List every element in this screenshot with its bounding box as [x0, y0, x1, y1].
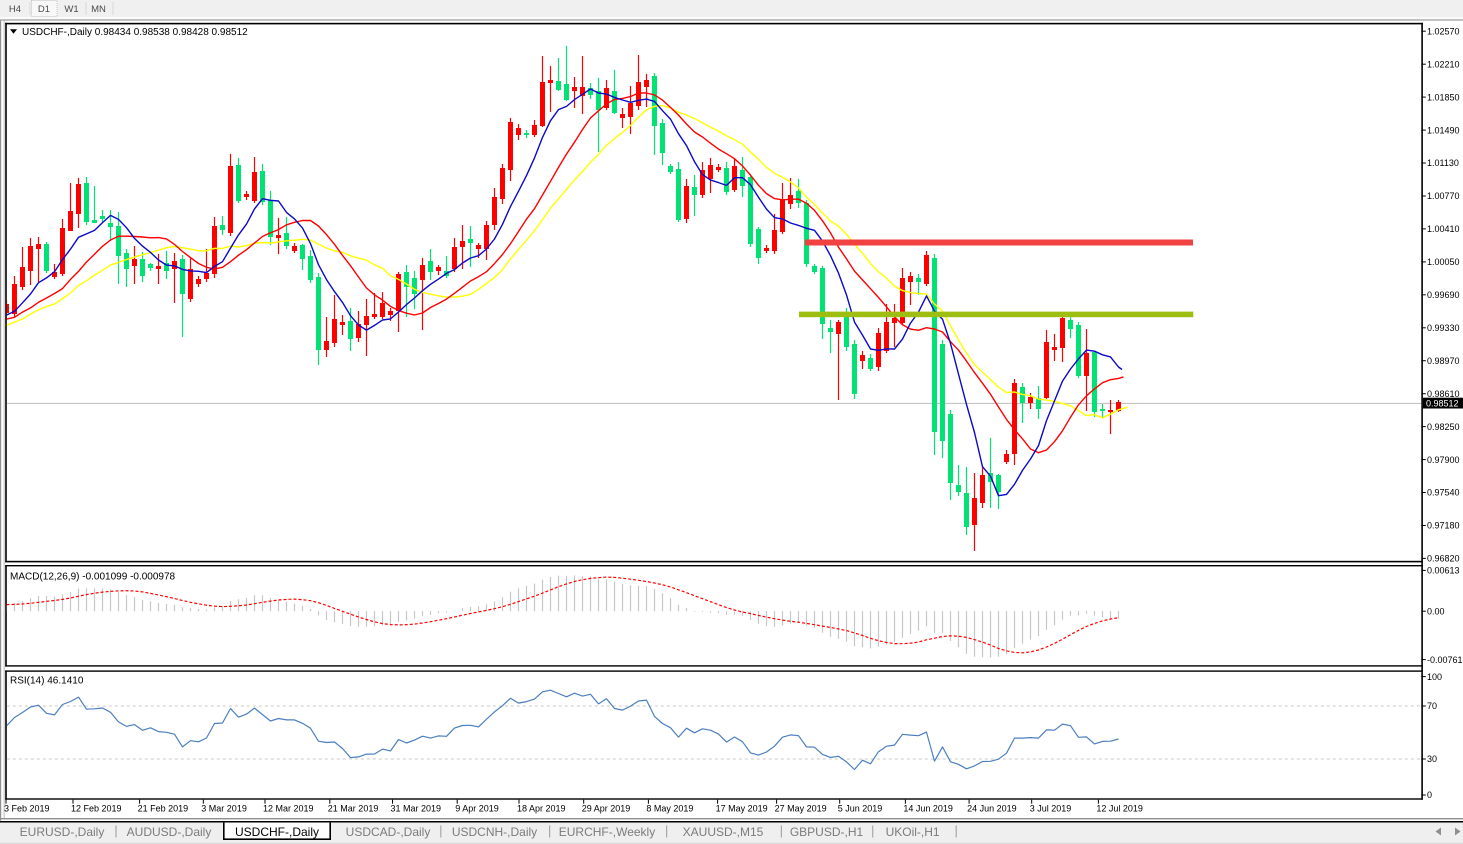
svg-text:0: 0 — [1427, 790, 1432, 800]
svg-text:17 May 2019: 17 May 2019 — [716, 804, 768, 814]
svg-text:1.01490: 1.01490 — [1427, 125, 1460, 135]
svg-text:3 Feb 2019: 3 Feb 2019 — [4, 804, 50, 814]
svg-text:12 Feb 2019: 12 Feb 2019 — [71, 804, 122, 814]
svg-text:5 Jun 2019: 5 Jun 2019 — [838, 804, 883, 814]
svg-text:USDCNH-,Daily: USDCNH-,Daily — [452, 825, 537, 839]
svg-text:0.97180: 0.97180 — [1427, 521, 1460, 531]
svg-text:GBPUSD-,H1: GBPUSD-,H1 — [790, 825, 864, 839]
svg-text:9 Apr 2019: 9 Apr 2019 — [455, 804, 499, 814]
svg-text:USDCHF-,Daily 0.98434 0.98538: USDCHF-,Daily 0.98434 0.98538 0.98428 0.… — [22, 27, 248, 38]
svg-text:XAUUSD-,M15: XAUUSD-,M15 — [683, 825, 764, 839]
svg-text:0.00613: 0.00613 — [1427, 566, 1460, 576]
svg-text:18 Apr 2019: 18 Apr 2019 — [517, 804, 566, 814]
svg-text:24 Jun 2019: 24 Jun 2019 — [967, 804, 1017, 814]
svg-text:12 Jul 2019: 12 Jul 2019 — [1096, 804, 1143, 814]
svg-text:1.01850: 1.01850 — [1427, 92, 1460, 102]
svg-text:1.00410: 1.00410 — [1427, 224, 1460, 234]
svg-text:EURCHF-,Weekly: EURCHF-,Weekly — [559, 825, 655, 839]
svg-text:0.99690: 0.99690 — [1427, 290, 1460, 300]
svg-text:0.97540: 0.97540 — [1427, 488, 1460, 498]
svg-text:RSI(14) 46.1410: RSI(14) 46.1410 — [10, 676, 84, 687]
svg-text:1.01130: 1.01130 — [1427, 158, 1459, 168]
svg-text:0.99330: 0.99330 — [1427, 323, 1460, 333]
svg-text:27 May 2019: 27 May 2019 — [775, 804, 827, 814]
svg-text:31 Mar 2019: 31 Mar 2019 — [391, 804, 442, 814]
svg-text:0.98250: 0.98250 — [1427, 422, 1460, 432]
svg-text:21 Feb 2019: 21 Feb 2019 — [138, 804, 189, 814]
svg-text:0.97900: 0.97900 — [1427, 455, 1460, 465]
svg-text:0.98970: 0.98970 — [1427, 356, 1460, 366]
svg-text:AUDUSD-,Daily: AUDUSD-,Daily — [127, 825, 212, 839]
svg-text:1.00050: 1.00050 — [1427, 257, 1460, 267]
svg-text:MACD(12,26,9) -0.001099 -0.000: MACD(12,26,9) -0.001099 -0.000978 — [10, 572, 176, 583]
svg-text:3 Mar 2019: 3 Mar 2019 — [201, 804, 247, 814]
svg-text:UKOil-,H1: UKOil-,H1 — [886, 825, 940, 839]
svg-text:14 Jun 2019: 14 Jun 2019 — [903, 804, 953, 814]
svg-text:1.00770: 1.00770 — [1427, 191, 1460, 201]
svg-text:0.98512: 0.98512 — [1426, 398, 1459, 408]
svg-text:8 May 2019: 8 May 2019 — [646, 804, 693, 814]
svg-text:100: 100 — [1427, 672, 1442, 682]
svg-text:USDCHF-,Daily: USDCHF-,Daily — [235, 825, 319, 839]
svg-text:3 Jul 2019: 3 Jul 2019 — [1030, 804, 1072, 814]
svg-text:H4: H4 — [9, 4, 21, 15]
svg-text:70: 70 — [1427, 701, 1437, 711]
svg-text:W1: W1 — [64, 4, 78, 15]
svg-text:29 Apr 2019: 29 Apr 2019 — [582, 804, 631, 814]
svg-text:USDCAD-,Daily: USDCAD-,Daily — [346, 825, 431, 839]
svg-text:0.96820: 0.96820 — [1427, 554, 1460, 564]
svg-text:12 Mar 2019: 12 Mar 2019 — [263, 804, 314, 814]
svg-text:-0.007612: -0.007612 — [1427, 655, 1463, 665]
svg-text:1.02210: 1.02210 — [1427, 59, 1460, 69]
svg-text:D1: D1 — [38, 4, 50, 15]
svg-text:EURUSD-,Daily: EURUSD-,Daily — [20, 825, 105, 839]
svg-text:0.98610: 0.98610 — [1427, 389, 1460, 399]
svg-text:30: 30 — [1427, 754, 1437, 764]
svg-text:1.02570: 1.02570 — [1427, 26, 1460, 36]
svg-text:MN: MN — [91, 4, 106, 15]
svg-text:21 Mar 2019: 21 Mar 2019 — [328, 804, 379, 814]
svg-text:0.00: 0.00 — [1427, 606, 1445, 616]
